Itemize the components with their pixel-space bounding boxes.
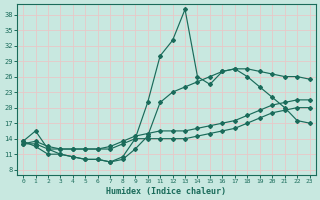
X-axis label: Humidex (Indice chaleur): Humidex (Indice chaleur) xyxy=(106,187,226,196)
